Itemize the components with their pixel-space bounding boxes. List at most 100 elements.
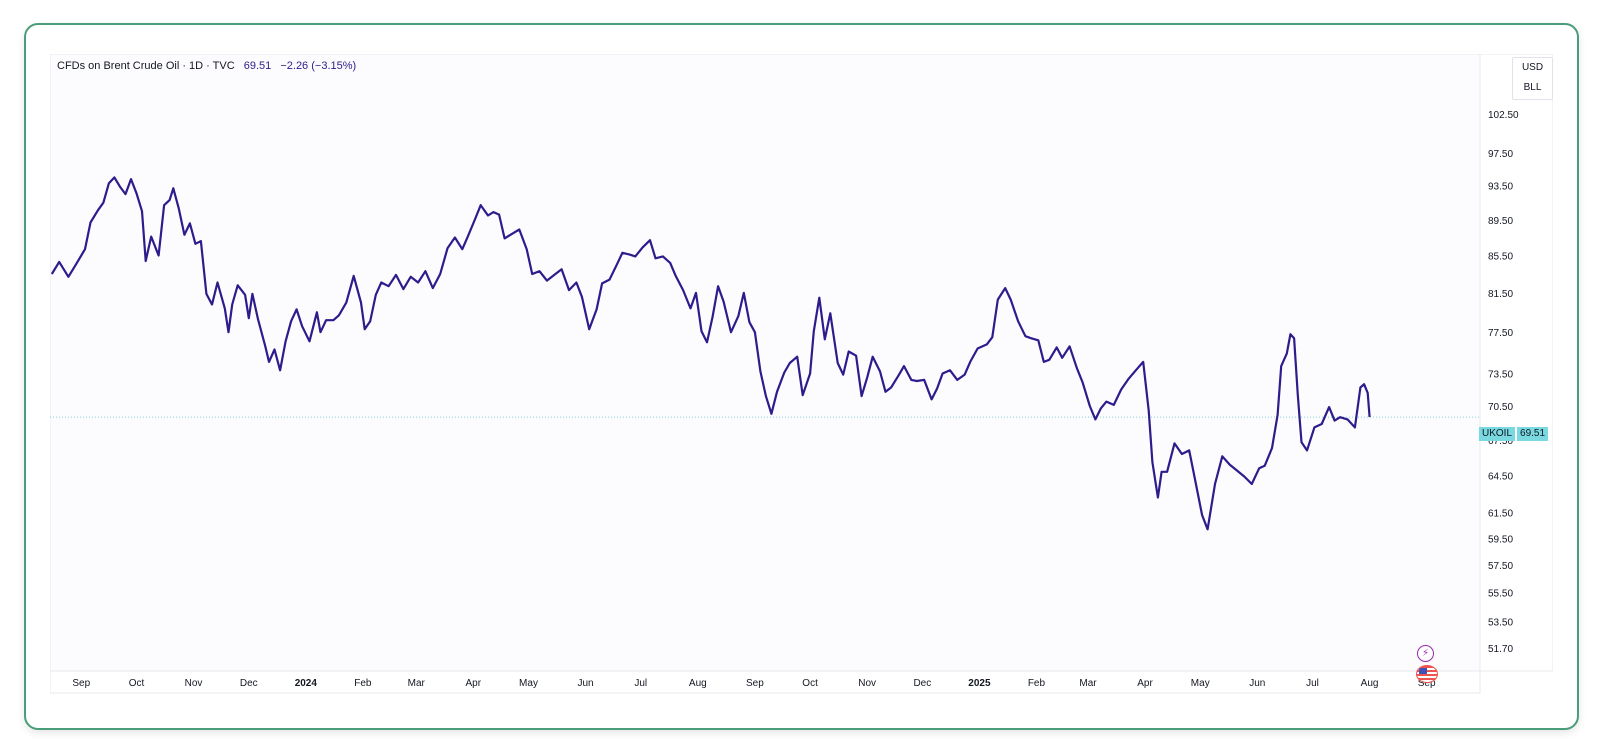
price-axis[interactable]: 102.50 97.50 93.50 89.50 85.50 81.50 77.50 73.5…	[1488, 110, 1519, 655]
price-point	[866, 377, 868, 379]
price-point	[237, 284, 239, 286]
price-chart[interactable]: 102.50 97.50 93.50 89.50 85.50 81.50 77.50 73.5…	[50, 54, 1553, 707]
price-point	[1181, 453, 1183, 455]
time-tick-label: Oct	[129, 678, 145, 689]
price-point	[1367, 392, 1369, 394]
currency-unit-selector[interactable]: USD BLL	[1512, 57, 1553, 100]
price-point	[244, 294, 246, 296]
price-point	[183, 234, 185, 236]
price-point	[454, 236, 456, 238]
price-point	[1300, 441, 1302, 443]
price-point	[539, 270, 541, 272]
price-point	[754, 331, 756, 333]
price-point	[596, 308, 598, 310]
price-point	[402, 288, 404, 290]
price-point	[701, 330, 703, 332]
price-point	[178, 208, 180, 210]
price-point	[872, 356, 874, 358]
price-tick-label: 61.50	[1488, 509, 1513, 520]
price-point	[264, 345, 266, 347]
plot-background	[50, 54, 1481, 672]
price-point	[345, 302, 347, 304]
unit-label[interactable]: BLL	[1523, 82, 1542, 93]
price-point	[717, 285, 719, 287]
price-point	[439, 273, 441, 275]
price-point	[332, 319, 334, 321]
price-point	[910, 379, 912, 381]
price-point	[1221, 455, 1223, 457]
price-tick-label: 70.50	[1488, 402, 1513, 413]
price-point	[1148, 409, 1150, 411]
price-point	[58, 261, 60, 263]
price-point	[689, 307, 691, 309]
price-tick-label: 89.50	[1488, 216, 1513, 227]
price-point	[885, 391, 887, 393]
time-tick-label: May	[519, 678, 538, 689]
price-point	[1024, 335, 1026, 337]
price-point	[410, 276, 412, 278]
price-point	[1359, 386, 1361, 388]
price-point	[561, 268, 563, 270]
us-flag-icon[interactable]	[1416, 665, 1438, 683]
price-point	[279, 369, 281, 371]
price-point	[723, 301, 725, 303]
price-point	[1135, 369, 1137, 371]
price-point	[783, 371, 785, 373]
price-point	[682, 289, 684, 291]
lightning-bolt-icon[interactable]: ⚡	[1417, 645, 1434, 662]
time-tick-year-label: 2025	[968, 678, 991, 689]
price-point	[568, 289, 570, 291]
time-tick-label: Sep	[1418, 678, 1436, 689]
price-point	[770, 413, 772, 415]
price-point	[369, 320, 371, 322]
price-series-line[interactable]	[50, 176, 1371, 531]
price-point	[417, 281, 419, 283]
price-point	[1306, 449, 1308, 451]
time-scale-background	[50, 670, 1481, 694]
price-point	[956, 379, 958, 381]
price-point	[796, 356, 798, 358]
price-point	[268, 361, 270, 363]
price-point	[504, 237, 506, 239]
price-point	[1313, 426, 1315, 428]
price-point	[1258, 467, 1260, 469]
price-point	[642, 246, 644, 248]
price-point	[748, 321, 750, 323]
price-point	[141, 210, 143, 212]
time-axis[interactable]: Sep Oct Nov Dec 2024 Feb Mar Apr May Jun Jul Aug Sep…	[72, 678, 1436, 689]
price-point	[67, 276, 69, 278]
price-point	[991, 336, 993, 338]
price-point	[211, 303, 213, 305]
time-tick-label: Apr	[1137, 678, 1153, 689]
price-point	[480, 204, 482, 206]
price-point	[897, 375, 899, 377]
price-point	[695, 292, 697, 294]
price-point	[526, 248, 528, 250]
price-point	[662, 255, 664, 257]
price-point	[172, 187, 174, 189]
chart-area[interactable]: 102.50 97.50 93.50 89.50 85.50 81.50 77.50 73.5…	[50, 54, 1553, 707]
chart-legend[interactable]: CFDs on Brent Crude Oil · 1D · TVC 69.51…	[57, 60, 356, 72]
price-tick-label: 64.50	[1488, 471, 1513, 482]
price-point	[588, 328, 590, 330]
price-point	[388, 285, 390, 287]
price-point	[194, 243, 196, 245]
price-point	[837, 362, 839, 364]
price-point	[855, 355, 857, 357]
price-point	[1346, 418, 1348, 420]
time-tick-label: Nov	[185, 678, 203, 689]
price-point	[320, 331, 322, 333]
price-point	[296, 308, 298, 310]
change-value: −2.26 (−3.15%)	[280, 60, 357, 72]
price-point	[1069, 345, 1071, 347]
price-point	[1113, 404, 1115, 406]
price-point	[200, 240, 202, 242]
time-tick-label: Dec	[240, 678, 258, 689]
price-tick-label: 93.50	[1488, 182, 1513, 193]
currency-label[interactable]: USD	[1521, 62, 1544, 73]
price-point	[759, 370, 761, 372]
price-point	[903, 365, 905, 367]
price-point	[608, 279, 610, 281]
price-point	[1004, 287, 1006, 289]
price-point	[1321, 423, 1323, 425]
